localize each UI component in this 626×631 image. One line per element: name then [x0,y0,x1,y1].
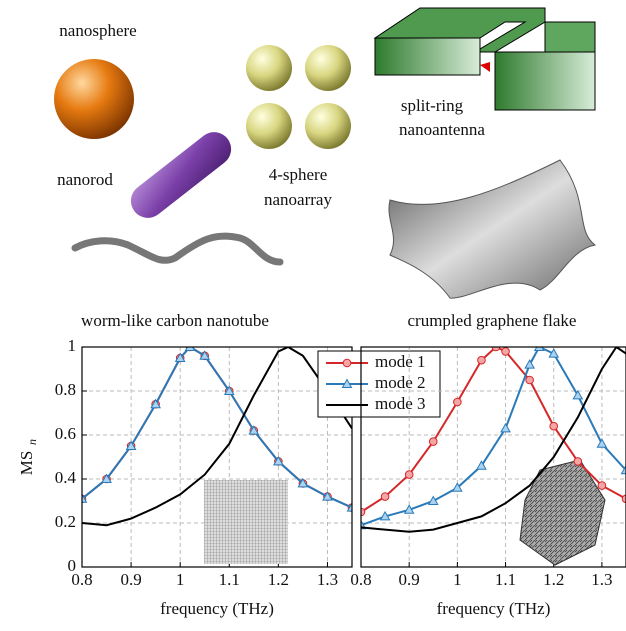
x-tick-label: 1 [453,570,462,589]
marker [574,458,582,466]
marker [429,497,438,505]
split-ring-icon [375,8,595,110]
illustration-label: worm-like carbon nanotube [81,311,269,330]
graphene-icon [389,160,595,298]
marker [526,376,534,384]
x-tick-label: 1 [176,570,185,589]
x-tick-label: 1.3 [591,570,612,589]
y-axis-label-text: MS [17,451,36,476]
y-tick-label: 1 [68,336,77,355]
y-axis-label: MS n [17,439,39,475]
marker [550,422,558,430]
nanorod-icon [124,125,238,224]
y-axis-label-subscript: n [25,439,39,445]
figure: nanosphere nanorod 4-sphere nanoarray sp… [0,0,626,631]
x-tick-label: 0.9 [399,570,420,589]
marker [573,391,582,399]
marker [478,356,486,364]
legend-marker [343,359,351,367]
sphere-icon [246,45,292,91]
y-tick-label: 0.2 [55,512,76,531]
marker [429,438,437,446]
y-tick-label: 0 [68,556,77,575]
inset-mesh [204,480,288,564]
x-tick-label: 1.1 [219,570,240,589]
illustration-label: nanosphere [59,21,136,40]
illustrations: nanosphere nanorod 4-sphere nanoarray sp… [54,8,595,330]
sphere-icon [305,103,351,149]
x-tick-label: 1.2 [543,570,564,589]
marker [598,482,606,490]
nanotube-icon [75,236,280,262]
legend: mode 1 mode 2 mode 3 [318,351,440,417]
marker [525,360,534,368]
x-tick-label: 1.2 [268,570,289,589]
illustration-label: crumpled graphene flake [408,311,577,330]
nanosphere-icon [54,59,134,139]
sphere-icon [246,103,292,149]
x-tick-label: 0.9 [120,570,141,589]
legend-label: mode 1 [375,352,426,371]
illustration-label: nanoantenna [399,120,485,139]
x-axis-label: frequency (THz) [160,599,274,618]
x-axis-label: frequency (THz) [437,599,551,618]
sphere-icon [305,45,351,91]
legend-label: mode 2 [375,373,426,392]
illustration-label: nanorod [57,170,113,189]
marker [501,424,510,432]
x-tick-label: 1.3 [317,570,338,589]
charts: 0.8 0.9 1 1.1 1.2 1.3 0 0.2 0.4 0.6 0.8 1 frequency … [17,336,626,618]
x-tick-label: 1.1 [495,570,516,589]
y-tick-label: 0.4 [55,468,77,487]
y-tick-label: 0.6 [55,424,76,443]
marker [597,439,606,447]
legend-label: mode 3 [375,394,426,413]
x-tick-label: 0.8 [350,570,371,589]
marker [381,493,389,501]
marker [405,471,413,479]
illustration-label: 4-sphere [269,165,328,184]
y-tick-label: 0.8 [55,380,76,399]
marker [502,348,510,356]
illustration-label: split-ring [401,96,464,115]
marker [454,398,462,406]
illustration-label: nanoarray [264,190,332,209]
